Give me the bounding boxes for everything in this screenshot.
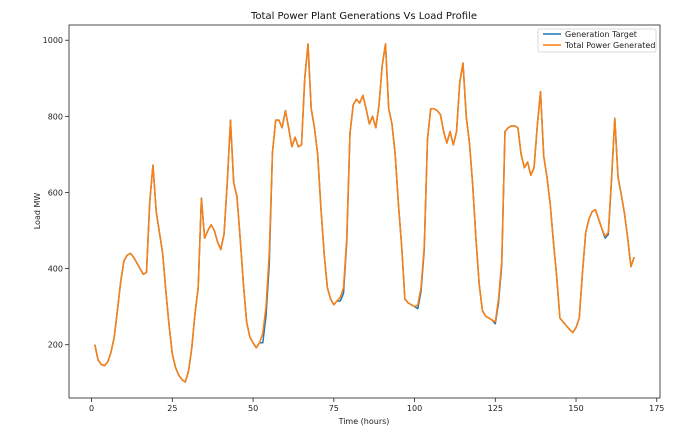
series-line-total-power-generated bbox=[94, 43, 635, 383]
y-tick-label: 400 bbox=[48, 265, 63, 274]
x-axis-label: Time (hours) bbox=[338, 417, 390, 426]
x-tick-label: 125 bbox=[488, 404, 503, 413]
chart-title: Total Power Plant Generations Vs Load Pr… bbox=[250, 11, 477, 22]
y-tick-label: 200 bbox=[48, 341, 63, 350]
series-lines bbox=[94, 43, 635, 383]
y-tick-label: 1000 bbox=[43, 36, 63, 45]
axes: 0 25 50 75 100 125 150 175 200 400 600 800 1000 bbox=[43, 36, 665, 413]
y-tick-label: 800 bbox=[48, 112, 63, 121]
y-axis-label: Load MW bbox=[33, 193, 42, 230]
legend-box bbox=[537, 28, 657, 53]
series-line-generation-target bbox=[94, 43, 635, 383]
legend-label-total-power-generated: Total Power Generated bbox=[564, 41, 655, 50]
x-tick-label: 175 bbox=[649, 404, 664, 413]
legend-label-generation-target: Generation Target bbox=[565, 30, 637, 39]
plot-frame bbox=[68, 24, 661, 399]
x-tick-label: 150 bbox=[568, 404, 583, 413]
x-tick-label: 100 bbox=[407, 404, 422, 413]
x-tick-label: 50 bbox=[248, 404, 258, 413]
x-tick-label: 0 bbox=[89, 404, 94, 413]
x-tick-label: 25 bbox=[167, 404, 177, 413]
x-tick-label: 75 bbox=[329, 404, 339, 413]
legend: Generation Target Total Power Generated bbox=[537, 28, 657, 53]
y-tick-label: 600 bbox=[48, 188, 63, 197]
